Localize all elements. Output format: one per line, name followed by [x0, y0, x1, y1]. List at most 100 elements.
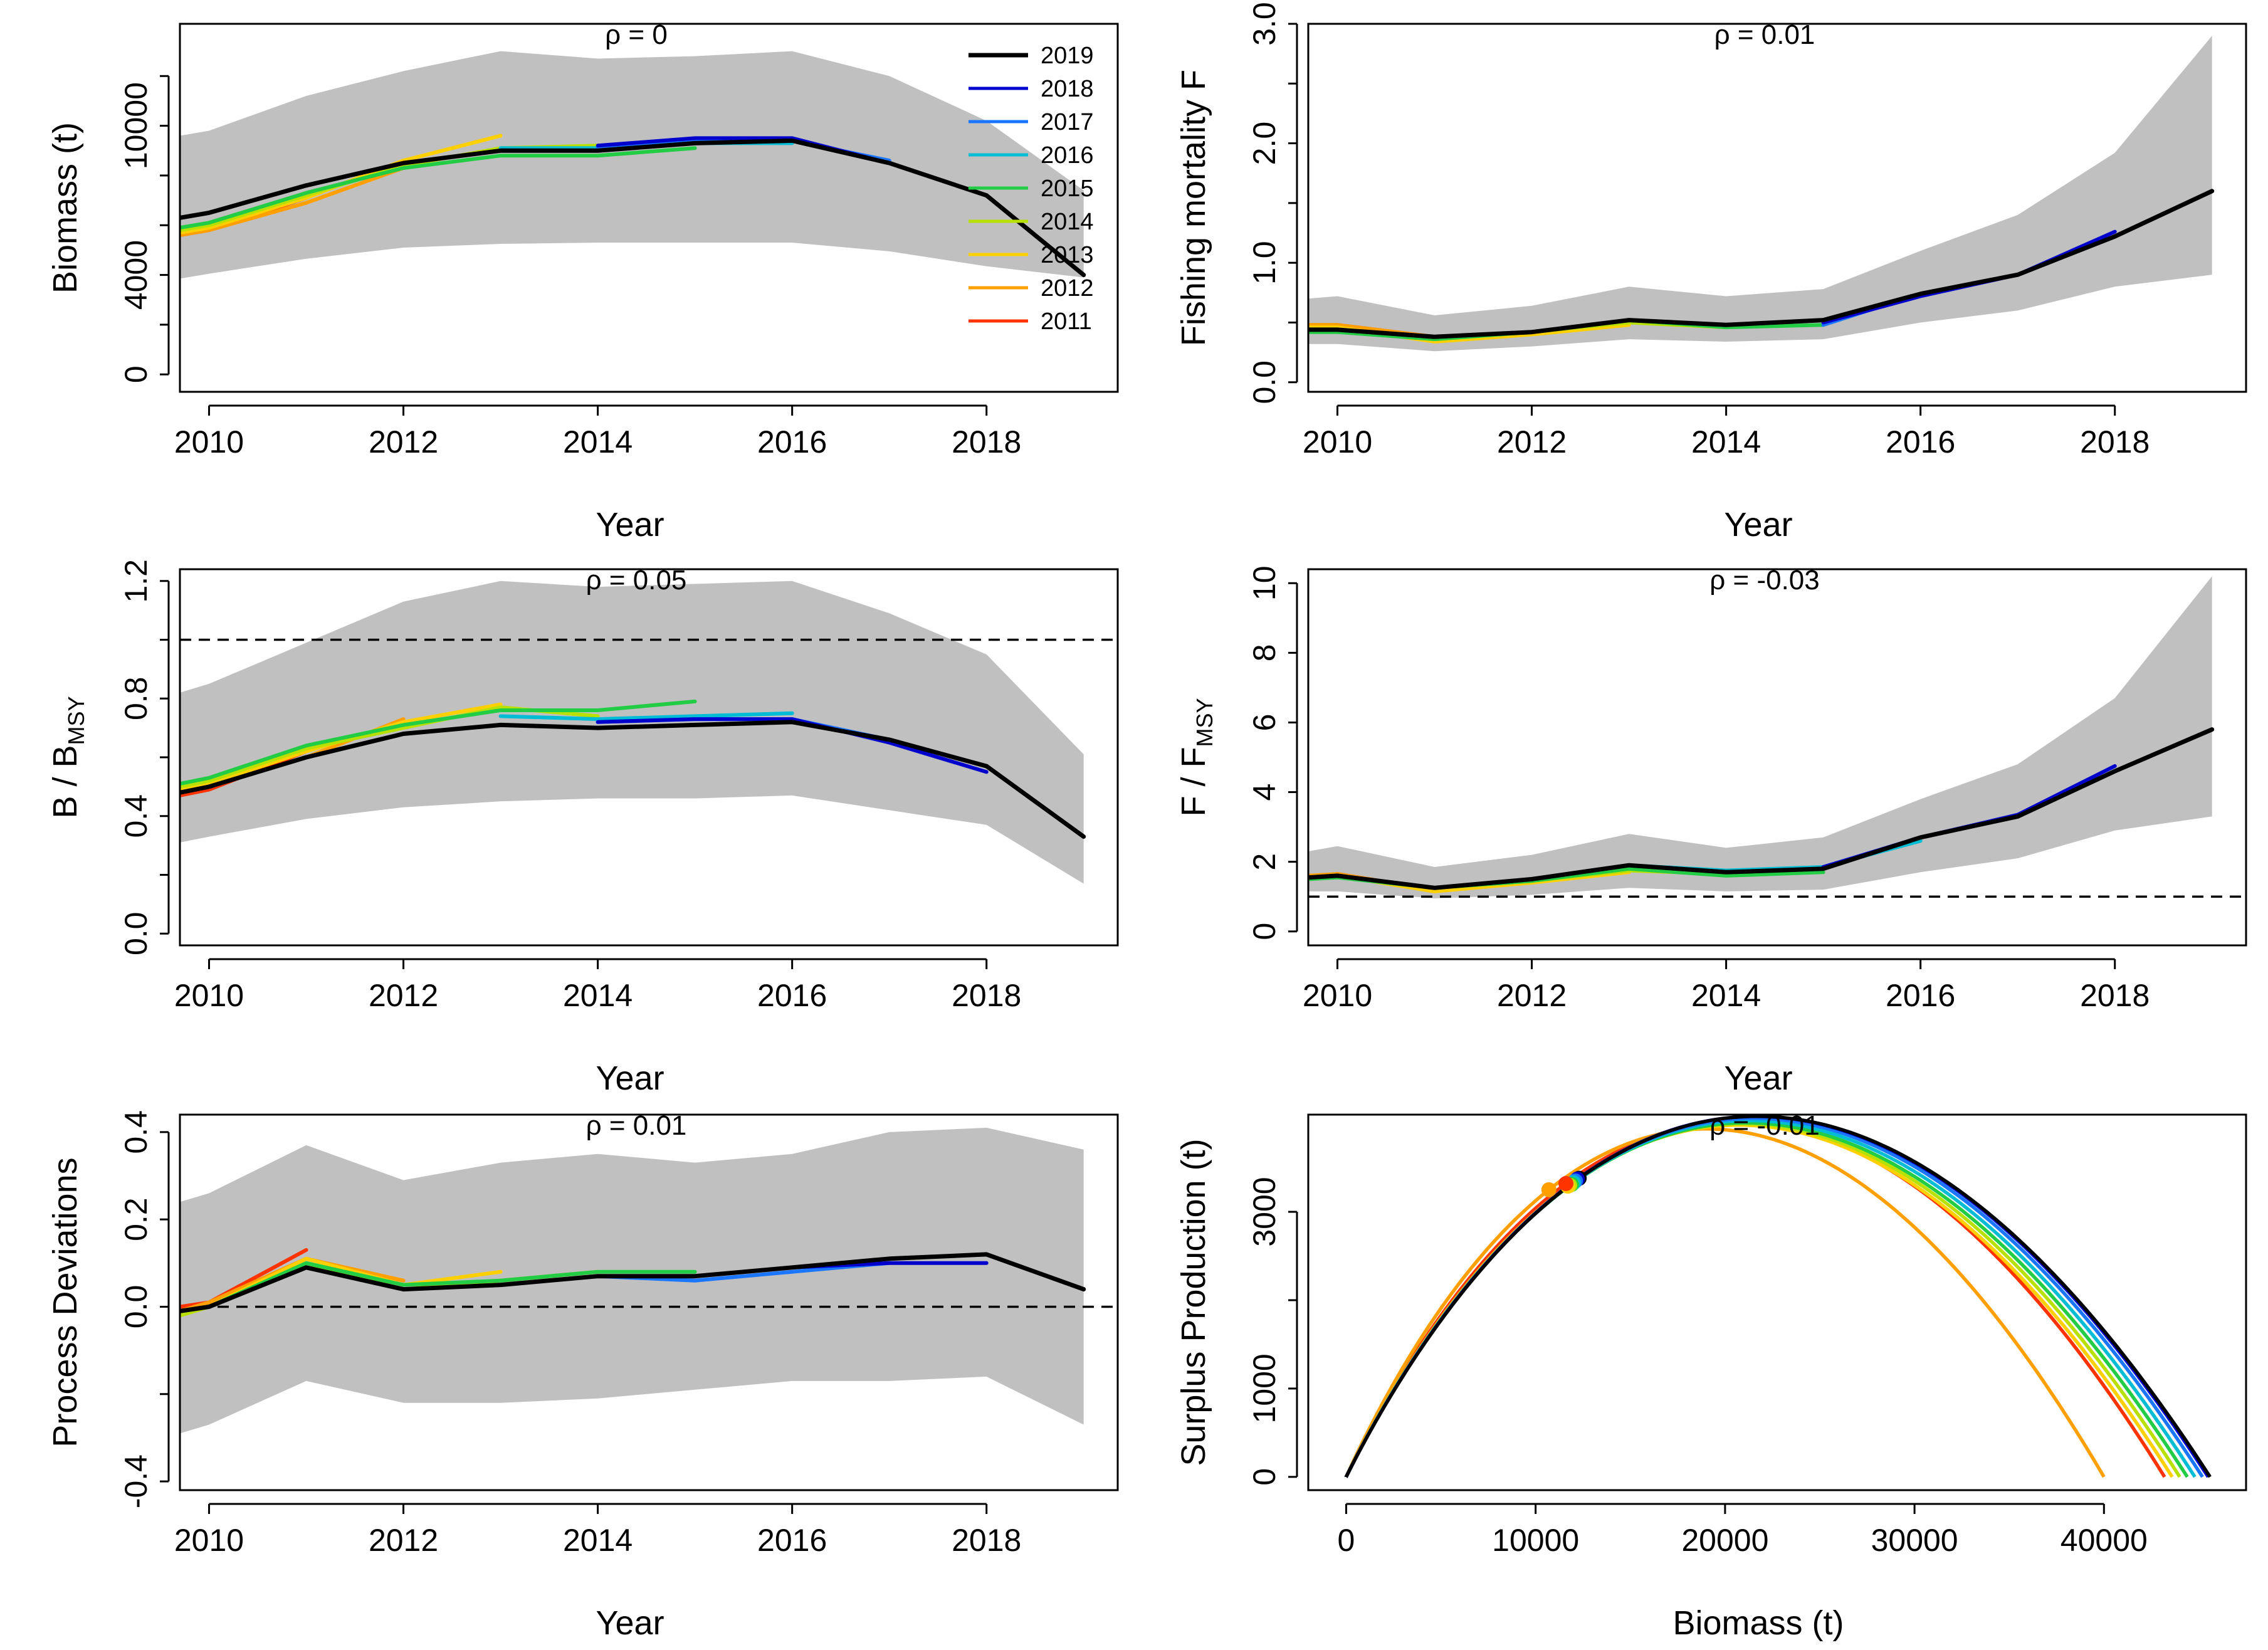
x-tick-label-2016: 2016	[757, 424, 827, 460]
panel-process-deviations: 2010 2012 2014 2016 2018 -0.4 0.0 0.2 0.4 Year Pro…	[46, 1110, 1119, 1642]
confidence-band	[1308, 576, 2212, 898]
panel-biomass: 2010 2012 2014 2016 2018 0 4000 10000 Year Biomas…	[46, 19, 1119, 544]
panel-fishing-mortality: 2010 2012 2014 2016 2018 0.0 1.0 2.0 3.0 Year Fish…	[1175, 2, 2247, 544]
y-axis-title: F / FMSY	[1175, 698, 1217, 817]
x-tick-label-2016: 2016	[1886, 978, 1955, 1013]
legend-label-2015: 2015	[1041, 176, 1094, 202]
confidence-band	[180, 581, 1084, 884]
y-tick-label-0-4: 0.4	[118, 1110, 154, 1154]
rho-label: ρ = 0.01	[1714, 19, 1815, 50]
series-line-2015	[180, 146, 697, 230]
plot-frame	[1307, 568, 2247, 947]
x-axis-title: Biomass (t)	[1672, 1604, 1844, 1642]
plot-frame	[1307, 23, 2247, 393]
y-tick-label-2: 2	[1247, 853, 1282, 871]
legend-label-2012: 2012	[1041, 275, 1094, 302]
y-tick-label-4000: 4000	[118, 240, 154, 310]
x-tick-label-2018: 2018	[952, 424, 1021, 460]
x-axis-title: Year	[596, 506, 664, 544]
legend-label-2018: 2018	[1041, 76, 1094, 102]
y-tick-label-6: 6	[1247, 714, 1282, 732]
panel-f-over-fmsy: 2010 2012 2014 2016 2018 0 2 4 6 8 10 Year F / FMSY ρ…	[1175, 565, 2247, 1097]
y-axis-title: Fishing mortality F	[1175, 70, 1212, 346]
plot-area	[1344, 1115, 2212, 1479]
plot-area	[180, 1127, 1118, 1434]
plot-area	[180, 51, 1086, 279]
rho-label: ρ = 0	[605, 19, 668, 50]
rho-label: ρ = 0.01	[586, 1110, 687, 1141]
x-tick-label-2010: 2010	[174, 978, 244, 1013]
x-tick-label-2014: 2014	[563, 978, 633, 1013]
series-line-2016	[498, 711, 794, 722]
series-line-2019	[1308, 189, 2215, 339]
msy-point-2011	[1558, 1175, 1574, 1191]
rho-label: ρ = -0.03	[1709, 565, 1819, 596]
y-tick-label-10000: 10000	[118, 82, 154, 169]
y-axis-title: Biomass (t)	[46, 122, 84, 293]
y-tick-label-0-8: 0.8	[118, 676, 154, 720]
plot-frame	[179, 1113, 1119, 1491]
x-tick-label-10000: 10000	[1492, 1523, 1579, 1558]
production-curve-2018	[1344, 1115, 2210, 1479]
series-line-2013	[1308, 323, 1631, 344]
rho-label: ρ = -0.01	[1709, 1110, 1819, 1141]
y-tick-label-0-0: 0.0	[118, 1285, 154, 1329]
series-line-2019	[180, 1252, 1086, 1313]
x-tick-label-40000: 40000	[2061, 1523, 2148, 1558]
x-axis-title: Year	[1724, 1059, 1792, 1097]
plot-frame	[1307, 1113, 2247, 1491]
plot-area	[1308, 576, 2246, 898]
panel-surplus-production: 0 10000 20000 30000 40000 0 1000 3000 Biomass (t…	[1175, 1110, 2247, 1642]
x-tick-label-2016: 2016	[1886, 424, 1955, 460]
x-axis-title: Year	[596, 1059, 664, 1097]
x-tick-label-2014: 2014	[1691, 978, 1761, 1013]
series-line-2013	[180, 702, 503, 792]
y-tick-label-3000: 3000	[1247, 1177, 1282, 1246]
series-line-2018	[596, 717, 989, 774]
y-tick-label-8: 8	[1247, 644, 1282, 661]
x-tick-label-2012: 2012	[1497, 424, 1567, 460]
y-tick-label-2-0: 2.0	[1247, 122, 1282, 166]
plot-frame	[179, 568, 1119, 947]
x-tick-label-0: 0	[1338, 1523, 1355, 1558]
y-tick-label-3-0: 3.0	[1247, 2, 1282, 46]
series-line-2019	[180, 720, 1086, 839]
y-tick-label-0: 0	[1247, 1468, 1282, 1486]
series-line-2015	[180, 699, 697, 786]
x-tick-label-2010: 2010	[174, 1523, 244, 1558]
legend-label-2019: 2019	[1041, 43, 1094, 69]
x-axis-title: Year	[1724, 506, 1792, 544]
x-tick-label-2018: 2018	[2080, 978, 2150, 1013]
x-tick-label-2016: 2016	[757, 1523, 827, 1558]
series-line-2013	[180, 134, 503, 235]
y-tick-label-0-0: 0.0	[1247, 360, 1282, 404]
legend-label-2014: 2014	[1041, 209, 1094, 235]
panel-b-over-bmsy: 2010 2012 2014 2016 2018 0.0 0.4 0.8 1.2 Year B / …	[46, 559, 1119, 1097]
y-tick-label-1-2: 1.2	[118, 559, 154, 603]
y-tick-label-10: 10	[1247, 565, 1282, 601]
plot-frame	[179, 23, 1119, 393]
x-tick-label-2010: 2010	[1303, 424, 1372, 460]
series-line-2019	[1308, 727, 2215, 890]
legend-label-2013: 2013	[1041, 242, 1094, 268]
x-tick-label-2018: 2018	[952, 978, 1021, 1013]
legend-label-2016: 2016	[1041, 142, 1094, 169]
x-tick-label-2012: 2012	[369, 978, 438, 1013]
x-tick-label-2012: 2012	[1497, 978, 1567, 1013]
y-tick-label-0: 0	[1247, 923, 1282, 940]
x-tick-label-2014: 2014	[563, 1523, 633, 1558]
y-tick-label-0-4: 0.4	[118, 794, 154, 838]
legend-label-2017: 2017	[1041, 109, 1094, 135]
y-tick-label-0: 0	[118, 365, 154, 383]
y-tick-label-1000: 1000	[1247, 1353, 1282, 1423]
x-tick-label-20000: 20000	[1681, 1523, 1768, 1558]
production-curve-2012	[1344, 1127, 2106, 1479]
y-axis-title: Surplus Production (t)	[1175, 1138, 1212, 1466]
y-tick-label-0-0: 0.0	[118, 912, 154, 955]
x-tick-label-30000: 30000	[1871, 1523, 1958, 1558]
y-tick-label-0-2: 0.2	[118, 1197, 154, 1241]
x-tick-label-2016: 2016	[757, 978, 827, 1013]
x-axis-title: Year	[596, 1604, 664, 1642]
x-tick-label-2014: 2014	[563, 424, 633, 460]
production-curve-2019	[1344, 1115, 2212, 1479]
